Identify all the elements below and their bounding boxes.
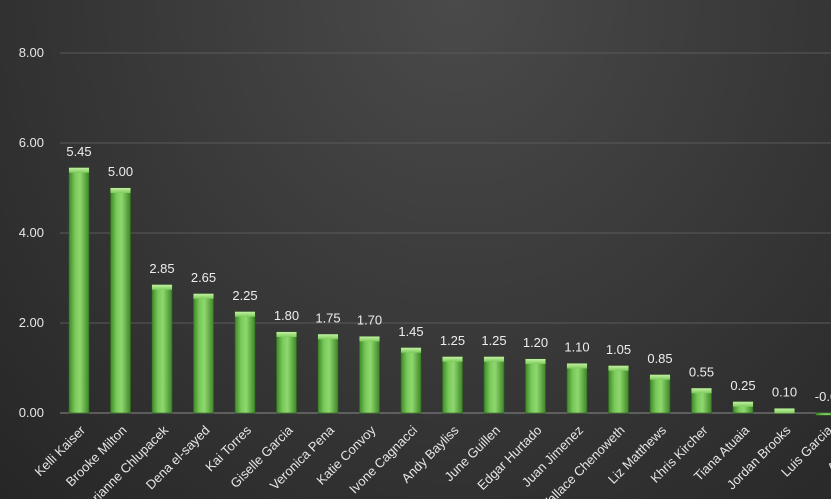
data-label: 1.20 — [523, 335, 548, 350]
data-label: 2.25 — [232, 288, 257, 303]
bar-body — [317, 333, 339, 414]
bar-body — [815, 412, 831, 416]
bar-body — [649, 374, 671, 414]
bars-layer — [68, 167, 831, 416]
bar-body — [110, 187, 131, 414]
bar — [359, 336, 380, 414]
bar-cap — [235, 311, 255, 317]
data-label: 1.25 — [481, 333, 506, 348]
data-label: 1.75 — [315, 310, 340, 325]
bar — [732, 401, 754, 414]
bar — [68, 167, 90, 414]
bar — [774, 408, 795, 414]
bar-body — [525, 358, 546, 414]
bar-cap — [276, 332, 297, 337]
data-label: 0.55 — [689, 364, 714, 379]
bar-cap — [110, 188, 131, 193]
bar-body — [151, 284, 173, 414]
bar — [317, 333, 339, 414]
bar-body — [400, 347, 422, 414]
bar — [483, 356, 505, 414]
bar — [442, 356, 463, 414]
bar-cap — [152, 284, 172, 290]
data-label: 0.85 — [647, 351, 672, 366]
data-label: 0.10 — [772, 385, 797, 400]
data-label: 2.85 — [149, 261, 174, 276]
bar-cap — [359, 336, 380, 342]
bar-cap — [442, 356, 463, 362]
y-tick-label: 2.00 — [19, 315, 44, 330]
bar — [110, 187, 131, 414]
bar — [234, 311, 256, 414]
data-label: 1.10 — [564, 340, 589, 355]
bar-cap — [733, 401, 753, 407]
bar — [815, 412, 831, 416]
y-tick-label: 4.00 — [19, 225, 44, 240]
bar-cap — [608, 365, 629, 371]
bar — [276, 331, 297, 414]
bar — [151, 284, 173, 414]
data-label: 1.70 — [357, 313, 382, 328]
bar — [691, 387, 712, 414]
y-tick-label: 6.00 — [19, 135, 44, 150]
bar-cap — [484, 356, 504, 362]
bar-cap — [193, 293, 214, 299]
bar-body — [566, 363, 588, 414]
data-label: 5.45 — [66, 144, 91, 159]
data-label: -0.0 — [815, 389, 831, 404]
y-tick-label: 8.00 — [19, 45, 44, 60]
bar-body — [483, 356, 505, 414]
data-label: 5.00 — [108, 164, 133, 179]
bar-body — [276, 331, 297, 414]
bar — [608, 365, 629, 414]
bar-body — [359, 336, 380, 414]
bar-cap — [401, 347, 421, 353]
bar-body — [68, 167, 90, 414]
bar-cap — [567, 363, 587, 369]
bar-body — [608, 365, 629, 414]
bar-cap — [318, 334, 338, 340]
data-label: 1.05 — [606, 342, 631, 357]
bar — [193, 293, 214, 414]
bar — [525, 358, 546, 414]
data-label: 2.65 — [191, 270, 216, 285]
data-label: 1.25 — [440, 333, 465, 348]
data-label: 1.80 — [274, 308, 299, 323]
bar-body — [234, 311, 256, 414]
bar-cap — [69, 167, 89, 173]
bar-body — [442, 356, 463, 414]
bar-cap — [774, 408, 795, 414]
bar-body — [193, 293, 214, 414]
bar — [566, 363, 588, 414]
bar-cap — [691, 388, 712, 394]
data-label: 0.25 — [730, 378, 755, 393]
y-tick-label: 0.00 — [19, 405, 44, 420]
bar-cap — [525, 359, 546, 364]
bar — [400, 347, 422, 414]
data-label: 1.45 — [398, 324, 423, 339]
bar-cap — [650, 374, 670, 380]
bar — [649, 374, 671, 414]
